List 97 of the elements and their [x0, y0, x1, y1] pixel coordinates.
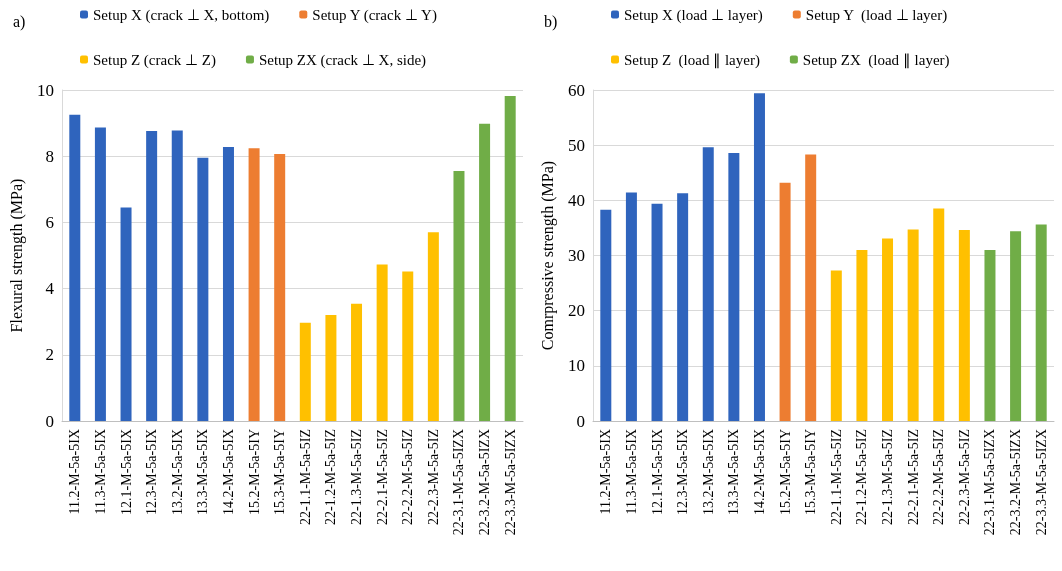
x-tick-label: 22-1.3-M-5a-5IZ: [349, 429, 365, 526]
legend-label: Setup Z (load ∥ layer): [624, 51, 760, 69]
x-tick-label: 22-2.3-M-5a-5IZ: [956, 429, 972, 526]
bar: [479, 123, 491, 421]
y-tick-label: 2: [45, 345, 54, 365]
bar: [702, 147, 714, 421]
legend-label: Setup ZX (crack ⊥ X, side): [258, 51, 427, 69]
legend-label: Setup Z (crack ⊥ Z): [93, 51, 216, 69]
x-tick-label: 13.3-M-5a-5IX: [195, 429, 211, 515]
x-tick-label: 13.2-M-5a-5IX: [700, 429, 716, 515]
bar: [222, 146, 234, 421]
x-tick-label: 11.3-M-5a-5IX: [623, 429, 639, 515]
x-tick-label: 22-2.2-M-5a-5IZ: [931, 429, 947, 526]
x-tick-label: 22-3.3-M-5a-5IZX: [502, 429, 518, 536]
x-tick-label: 22-2.1-M-5a-5IZ: [374, 429, 390, 526]
x-tick-label: 12.1-M-5a-5IX: [118, 429, 134, 515]
y-tick-label: 10: [37, 80, 54, 100]
x-tick-label: 14.2-M-5a-5IX: [751, 429, 767, 515]
bar: [120, 207, 132, 421]
bar: [171, 130, 183, 421]
bar: [856, 249, 868, 421]
bar: [274, 153, 286, 421]
chart-title: a): [13, 12, 26, 31]
x-tick-label: 15.2-M-5a-5IY: [777, 429, 793, 515]
bar: [376, 264, 388, 421]
y-tick-label: 20: [568, 301, 585, 321]
bar: [453, 171, 465, 421]
bar: [402, 271, 414, 421]
bar: [197, 157, 209, 421]
x-tick-label: 11.2-M-5a-5IX: [67, 429, 83, 515]
x-tick-label: 22-2.3-M-5a-5IZ: [425, 429, 441, 526]
bar: [248, 148, 260, 421]
x-tick-label: 15.3-M-5a-5IY: [803, 429, 819, 515]
x-tick-label: 22-2.1-M-5a-5IZ: [905, 429, 921, 526]
y-tick-label: 6: [45, 212, 54, 232]
y-tick-label: 4: [45, 279, 55, 299]
x-tick-label: 12.1-M-5a-5IX: [649, 429, 665, 515]
x-tick-label: 22-3.3-M-5a-5IZX: [1033, 429, 1049, 536]
bar: [146, 131, 158, 421]
legend-label: Setup Y (load ⊥ layer): [805, 6, 948, 24]
x-tick-label: 15.3-M-5a-5IY: [272, 429, 288, 515]
y-axis-title: Flexural strength (MPa): [7, 178, 26, 333]
bar: [504, 95, 516, 421]
y-tick-label: 60: [568, 80, 585, 100]
x-tick-label: 12.3-M-5a-5IX: [675, 429, 691, 515]
y-tick-label: 30: [568, 246, 585, 265]
y-tick-label: 0: [576, 411, 585, 431]
y-tick-label: 40: [568, 190, 585, 210]
bar: [728, 152, 740, 421]
bar: [984, 249, 996, 421]
x-tick-label: 22-1.1-M-5a-5IZ: [297, 429, 313, 526]
bar: [958, 230, 970, 421]
x-tick-label: 22-3.1-M-5a-5IZX: [451, 429, 467, 536]
y-axis-title: Comrpressive strength (MPa): [538, 160, 557, 351]
bar: [830, 270, 842, 421]
x-tick-label: 22-3.1-M-5a-5IZX: [982, 429, 998, 536]
legend-label: Setup X (crack ⊥ X, bottom): [93, 6, 270, 24]
x-tick-label: 11.2-M-5a-5IX: [598, 429, 614, 515]
legend-label: Setup ZX (load ∥ layer): [802, 51, 950, 69]
x-tick-label: 15.2-M-5a-5IY: [246, 429, 262, 515]
x-tick-label: 22-1.2-M-5a-5IZ: [323, 429, 339, 526]
y-tick-label: 50: [568, 135, 585, 155]
y-tick-label: 10: [568, 356, 585, 376]
bar: [1035, 224, 1047, 421]
bar: [1010, 231, 1022, 421]
bar: [625, 192, 637, 421]
x-tick-label: 22-1.2-M-5a-5IZ: [854, 429, 870, 526]
bar: [805, 154, 817, 421]
bar: [600, 209, 612, 421]
legend-label: Setup X (load ⊥ layer): [624, 6, 763, 24]
bar: [907, 229, 919, 421]
bar: [779, 182, 791, 421]
x-tick-label: 22-3.2-M-5a-5IZX: [1008, 429, 1024, 536]
bar: [427, 232, 439, 421]
bar: [753, 93, 765, 421]
x-tick-label: 12.3-M-5a-5IX: [144, 429, 160, 515]
x-tick-label: 22-2.2-M-5a-5IZ: [400, 429, 416, 526]
chart-title: b): [544, 12, 558, 31]
bar: [677, 193, 689, 421]
y-tick-label: 0: [45, 411, 54, 431]
x-tick-label: 13.2-M-5a-5IX: [169, 429, 185, 515]
bar: [299, 322, 311, 421]
bar: [325, 315, 337, 421]
x-tick-label: 13.3-M-5a-5IX: [726, 429, 742, 515]
bar: [933, 208, 945, 421]
x-tick-label: 22-1.1-M-5a-5IZ: [828, 429, 844, 526]
bar: [351, 303, 363, 421]
y-tick-label: 8: [45, 146, 54, 166]
bar: [882, 238, 894, 421]
bar: [94, 127, 106, 421]
bar: [69, 114, 81, 421]
x-tick-label: 22-3.2-M-5a-5IZX: [477, 429, 493, 536]
x-tick-label: 14.2-M-5a-5IX: [220, 429, 236, 515]
x-tick-label: 22-1.3-M-5a-5IZ: [880, 429, 896, 526]
bar: [651, 203, 663, 421]
legend-label: Setup Y (crack ⊥ Y): [312, 6, 437, 24]
x-tick-label: 11.3-M-5a-5IX: [92, 429, 108, 515]
